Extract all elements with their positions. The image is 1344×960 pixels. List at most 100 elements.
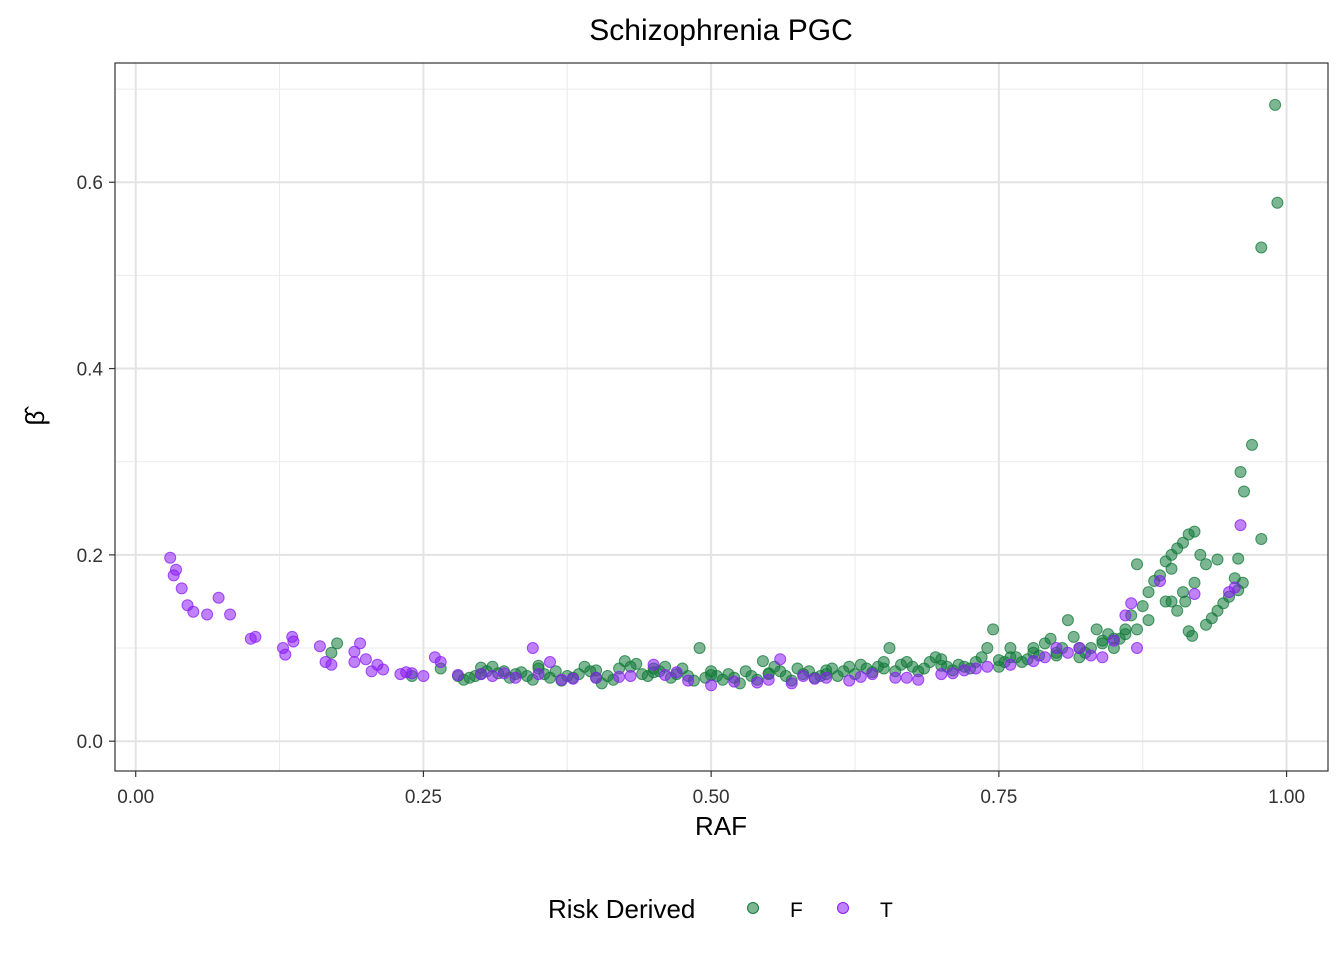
y-tick-label: 0.4 <box>77 360 104 381</box>
point-t <box>774 653 787 666</box>
point-t <box>1027 655 1040 668</box>
point-f <box>883 642 896 654</box>
point-t <box>981 660 994 673</box>
data-points <box>164 98 1284 692</box>
point-t <box>555 673 568 686</box>
point-t <box>1188 588 1201 600</box>
point-t <box>1119 609 1132 622</box>
point-f <box>1038 637 1051 650</box>
point-t <box>751 676 764 689</box>
point-t <box>854 670 867 683</box>
y-tick-label: 0.0 <box>77 732 103 753</box>
point-f <box>1067 630 1080 643</box>
point-t <box>808 672 821 685</box>
point-f <box>1255 533 1268 545</box>
point-f <box>1131 623 1143 636</box>
point-t <box>958 664 971 677</box>
point-t <box>354 637 367 650</box>
point-t <box>212 591 225 604</box>
point-t <box>912 673 925 686</box>
point-t <box>359 653 372 666</box>
x-axis: 0.00 0.25 0.50 0.75 1.00 <box>117 771 1305 808</box>
point-t <box>900 671 913 684</box>
point-f <box>756 655 769 668</box>
x-tick-label: 1.00 <box>1268 787 1305 808</box>
point-t <box>434 656 447 668</box>
point-t <box>590 671 603 684</box>
y-tick-label: 0.2 <box>77 546 103 567</box>
point-f <box>1186 629 1199 642</box>
point-f <box>739 665 752 678</box>
point-t <box>400 666 413 679</box>
legend-title: Risk Derived <box>548 894 695 924</box>
legend-swatch-t <box>837 902 849 914</box>
point-f <box>1232 552 1245 565</box>
point-f <box>1165 595 1178 608</box>
point-t <box>417 670 430 682</box>
point-t <box>371 658 384 671</box>
chart-title: Schizophrenia PGC <box>589 14 852 47</box>
point-f <box>331 637 344 650</box>
point-t <box>187 605 200 618</box>
point-t <box>164 551 177 564</box>
point-t <box>647 658 660 671</box>
point-t <box>1038 651 1051 664</box>
point-f <box>1061 614 1074 627</box>
point-f <box>1142 614 1155 627</box>
point-t <box>325 658 338 671</box>
point-t <box>1107 634 1120 647</box>
point-f <box>877 662 890 675</box>
point-f <box>1165 562 1178 575</box>
point-t <box>1096 651 1109 664</box>
plot-panel-border <box>114 62 1329 772</box>
point-t <box>249 630 262 643</box>
y-axis: 0.0 0.2 0.4 0.6 <box>77 173 115 753</box>
point-t <box>785 677 798 690</box>
y-tick-label: 0.6 <box>77 173 103 194</box>
point-f <box>854 658 867 671</box>
point-t <box>682 674 695 687</box>
x-axis-title: RAF <box>695 811 747 841</box>
point-f <box>636 668 649 681</box>
point-f <box>1271 196 1284 209</box>
point-t <box>1154 575 1166 587</box>
point-t <box>946 667 959 680</box>
point-f <box>1200 618 1212 631</box>
point-t <box>170 563 182 576</box>
point-t <box>1228 581 1241 594</box>
point-t <box>1061 646 1074 659</box>
point-t <box>279 648 292 661</box>
x-tick-label: 0.25 <box>405 787 442 808</box>
point-t <box>567 672 579 685</box>
point-t <box>201 608 214 621</box>
point-t <box>175 582 188 595</box>
point-f <box>992 654 1005 667</box>
point-t <box>624 670 637 682</box>
point-t <box>866 668 879 681</box>
point-f <box>1171 604 1184 617</box>
point-t <box>1234 519 1247 532</box>
point-t <box>820 671 833 684</box>
grid-lines <box>115 63 1328 771</box>
legend: Risk Derived F T <box>548 894 893 924</box>
point-t <box>762 673 775 686</box>
point-t <box>486 670 499 682</box>
point-f <box>1096 634 1109 647</box>
point-t <box>728 675 741 688</box>
point-f <box>1090 623 1103 636</box>
point-t <box>532 668 545 681</box>
point-t <box>1125 597 1138 610</box>
point-t <box>1084 649 1097 662</box>
point-t <box>1131 642 1143 654</box>
point-t <box>498 667 510 680</box>
point-f <box>1179 595 1192 608</box>
point-t <box>526 642 539 654</box>
point-t <box>313 640 326 653</box>
x-tick-label: 0.50 <box>693 787 730 808</box>
point-f <box>325 646 338 659</box>
point-t <box>969 662 982 675</box>
point-t <box>935 668 948 681</box>
point-t <box>1050 642 1063 654</box>
point-t <box>1073 642 1086 654</box>
